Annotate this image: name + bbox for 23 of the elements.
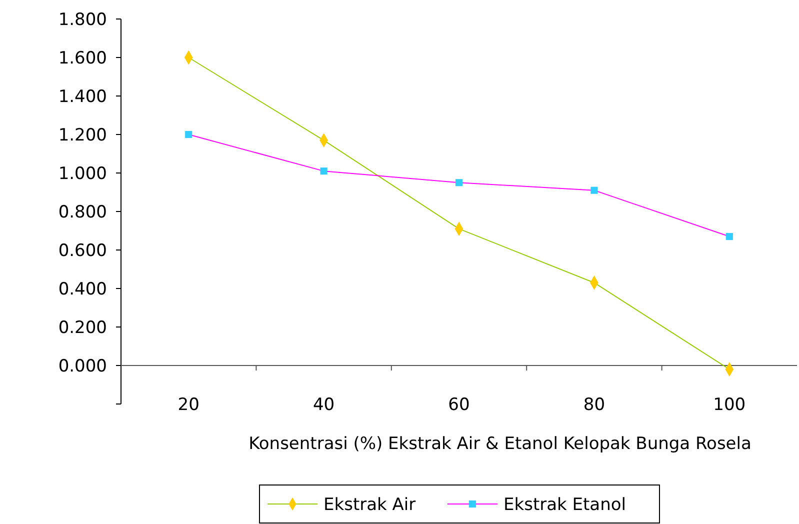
y-tick-label: 0.000: [58, 356, 107, 376]
y-tick-label: 0.600: [58, 240, 107, 261]
point: [590, 186, 598, 194]
point: [455, 179, 463, 186]
x-tick-label: 20: [178, 394, 200, 415]
point: [320, 168, 328, 175]
x-tick-label: 40: [312, 394, 335, 415]
y-tick-label: 0.800: [58, 202, 107, 222]
x-tick-label: 80: [583, 394, 606, 415]
x-tick-label: 100: [713, 394, 746, 415]
y-tick-label: 1.200: [58, 125, 107, 146]
y-tick-label: 1.800: [58, 10, 107, 30]
point: [185, 130, 192, 138]
x-axis-title: Konsentrasi (%) Ekstrak Air & Etanol Kelopak Bunga Rosela: [248, 434, 752, 454]
x-tick-label: 60: [448, 394, 470, 415]
y-tick-label: 1.000: [58, 164, 107, 184]
y-tick-label: 0.200: [58, 318, 107, 338]
y-tick-label: 1.400: [58, 86, 107, 107]
legend-label: Ekstrak Etanol: [504, 494, 626, 515]
point: [726, 232, 733, 240]
legend-label: Ekstrak Air: [324, 494, 416, 515]
y-tick-label: 1.600: [58, 48, 107, 68]
y-tick-label: 0.400: [58, 279, 107, 300]
